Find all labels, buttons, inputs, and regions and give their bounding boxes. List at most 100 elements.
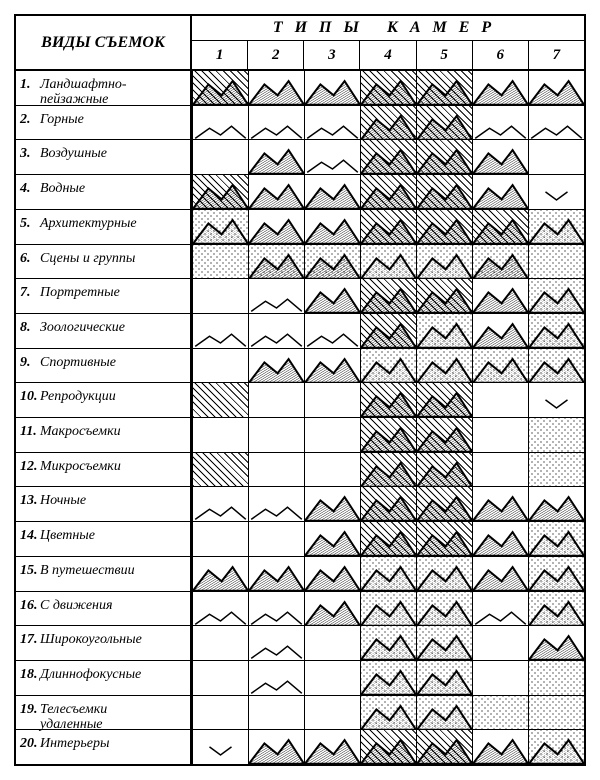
mountain-mark-icon bbox=[249, 106, 304, 140]
table-row: 20.Интерьеры bbox=[16, 729, 584, 764]
mountain-mark-icon bbox=[249, 140, 304, 174]
cell bbox=[416, 626, 472, 660]
mountain-mark-icon bbox=[473, 106, 528, 140]
mountain-mark-icon bbox=[305, 557, 360, 591]
mountain-mark-icon bbox=[361, 487, 416, 521]
mountain-mark-icon bbox=[473, 522, 528, 556]
cell bbox=[248, 557, 304, 591]
cell bbox=[248, 453, 304, 487]
cell bbox=[528, 592, 584, 626]
cell bbox=[360, 418, 416, 452]
cell bbox=[248, 71, 304, 105]
cell bbox=[360, 522, 416, 556]
cell bbox=[416, 730, 472, 764]
mountain-mark-icon bbox=[305, 349, 360, 383]
cell bbox=[528, 210, 584, 244]
cell bbox=[528, 245, 584, 279]
mountain-mark-icon bbox=[193, 487, 248, 521]
row-label-text: С движения bbox=[40, 594, 115, 613]
cell bbox=[472, 696, 528, 730]
mountain-mark-icon bbox=[417, 245, 472, 279]
row-label: 14.Цветные bbox=[16, 522, 192, 556]
cell bbox=[248, 106, 304, 140]
mountain-mark-icon bbox=[417, 314, 472, 348]
row-label: 1.Ландшафтно- пейзажные bbox=[16, 71, 192, 105]
mountain-mark-icon bbox=[529, 71, 584, 105]
mountain-mark-icon bbox=[473, 210, 528, 244]
cell bbox=[416, 210, 472, 244]
row-label: 3.Воздушные bbox=[16, 140, 192, 174]
row-label-text: Ночные bbox=[40, 489, 88, 508]
cell-shade bbox=[529, 453, 584, 487]
cell bbox=[360, 557, 416, 591]
cell bbox=[248, 522, 304, 556]
mountain-mark-icon bbox=[249, 210, 304, 244]
table-row: 18.Длиннофокусные bbox=[16, 660, 584, 695]
mountain-mark-icon bbox=[249, 245, 304, 279]
cell bbox=[472, 487, 528, 521]
cell bbox=[528, 175, 584, 209]
table-body: 1.Ландшафтно- пейзажные2.Горные3.Воздушн… bbox=[16, 71, 584, 764]
mountain-mark-icon bbox=[361, 175, 416, 209]
cell bbox=[416, 314, 472, 348]
cell bbox=[304, 626, 360, 660]
mountain-mark-icon bbox=[193, 106, 248, 140]
row-label-text: Ландшафтно- пейзажные bbox=[40, 73, 129, 107]
cell bbox=[416, 349, 472, 383]
cell bbox=[528, 349, 584, 383]
row-label: 16.С движения bbox=[16, 592, 192, 626]
cell bbox=[360, 210, 416, 244]
mountain-mark-icon bbox=[417, 696, 472, 730]
row-label: 20.Интерьеры bbox=[16, 730, 192, 764]
cell bbox=[192, 522, 248, 556]
cell bbox=[528, 418, 584, 452]
mountain-mark-icon bbox=[417, 418, 472, 452]
mountain-mark-icon bbox=[249, 71, 304, 105]
cell bbox=[472, 245, 528, 279]
row-label-text: Водные bbox=[40, 177, 87, 196]
mountain-mark-icon bbox=[473, 314, 528, 348]
mountain-mark-icon bbox=[305, 210, 360, 244]
cell bbox=[528, 557, 584, 591]
cell bbox=[304, 210, 360, 244]
header-rows-title: ВИДЫ СЪЕМОК bbox=[16, 16, 192, 69]
cell bbox=[360, 140, 416, 174]
mountain-mark-icon bbox=[361, 245, 416, 279]
mountain-mark-icon bbox=[529, 106, 584, 140]
row-label-text: Цветные bbox=[40, 524, 97, 543]
cell bbox=[304, 71, 360, 105]
cell bbox=[248, 730, 304, 764]
table-row: 8.Зоологические bbox=[16, 313, 584, 348]
mountain-mark-icon bbox=[361, 71, 416, 105]
mountain-mark-icon bbox=[361, 661, 416, 695]
cell bbox=[416, 383, 472, 417]
mountain-mark-icon bbox=[473, 71, 528, 105]
cell bbox=[192, 245, 248, 279]
mountain-mark-icon bbox=[417, 210, 472, 244]
cell bbox=[528, 453, 584, 487]
row-number: 14. bbox=[20, 524, 40, 544]
mountain-mark-icon bbox=[473, 349, 528, 383]
cell bbox=[472, 383, 528, 417]
cell bbox=[192, 453, 248, 487]
cell bbox=[360, 661, 416, 695]
cell bbox=[472, 522, 528, 556]
cell bbox=[528, 140, 584, 174]
header-col-4: 4 bbox=[359, 41, 415, 69]
mountain-mark-icon bbox=[305, 487, 360, 521]
cell bbox=[472, 106, 528, 140]
cell bbox=[360, 71, 416, 105]
table-row: 3.Воздушные bbox=[16, 139, 584, 174]
cell bbox=[472, 418, 528, 452]
mountain-mark-icon bbox=[529, 730, 584, 764]
row-label: 8.Зоологические bbox=[16, 314, 192, 348]
mountain-mark-icon bbox=[361, 522, 416, 556]
cell bbox=[248, 279, 304, 313]
row-label: 5.Архитектурные bbox=[16, 210, 192, 244]
mountain-mark-icon bbox=[249, 730, 304, 764]
mountain-mark-icon bbox=[417, 626, 472, 660]
mountain-mark-icon bbox=[305, 245, 360, 279]
row-number: 12. bbox=[20, 455, 40, 475]
cell bbox=[360, 349, 416, 383]
cell bbox=[416, 487, 472, 521]
